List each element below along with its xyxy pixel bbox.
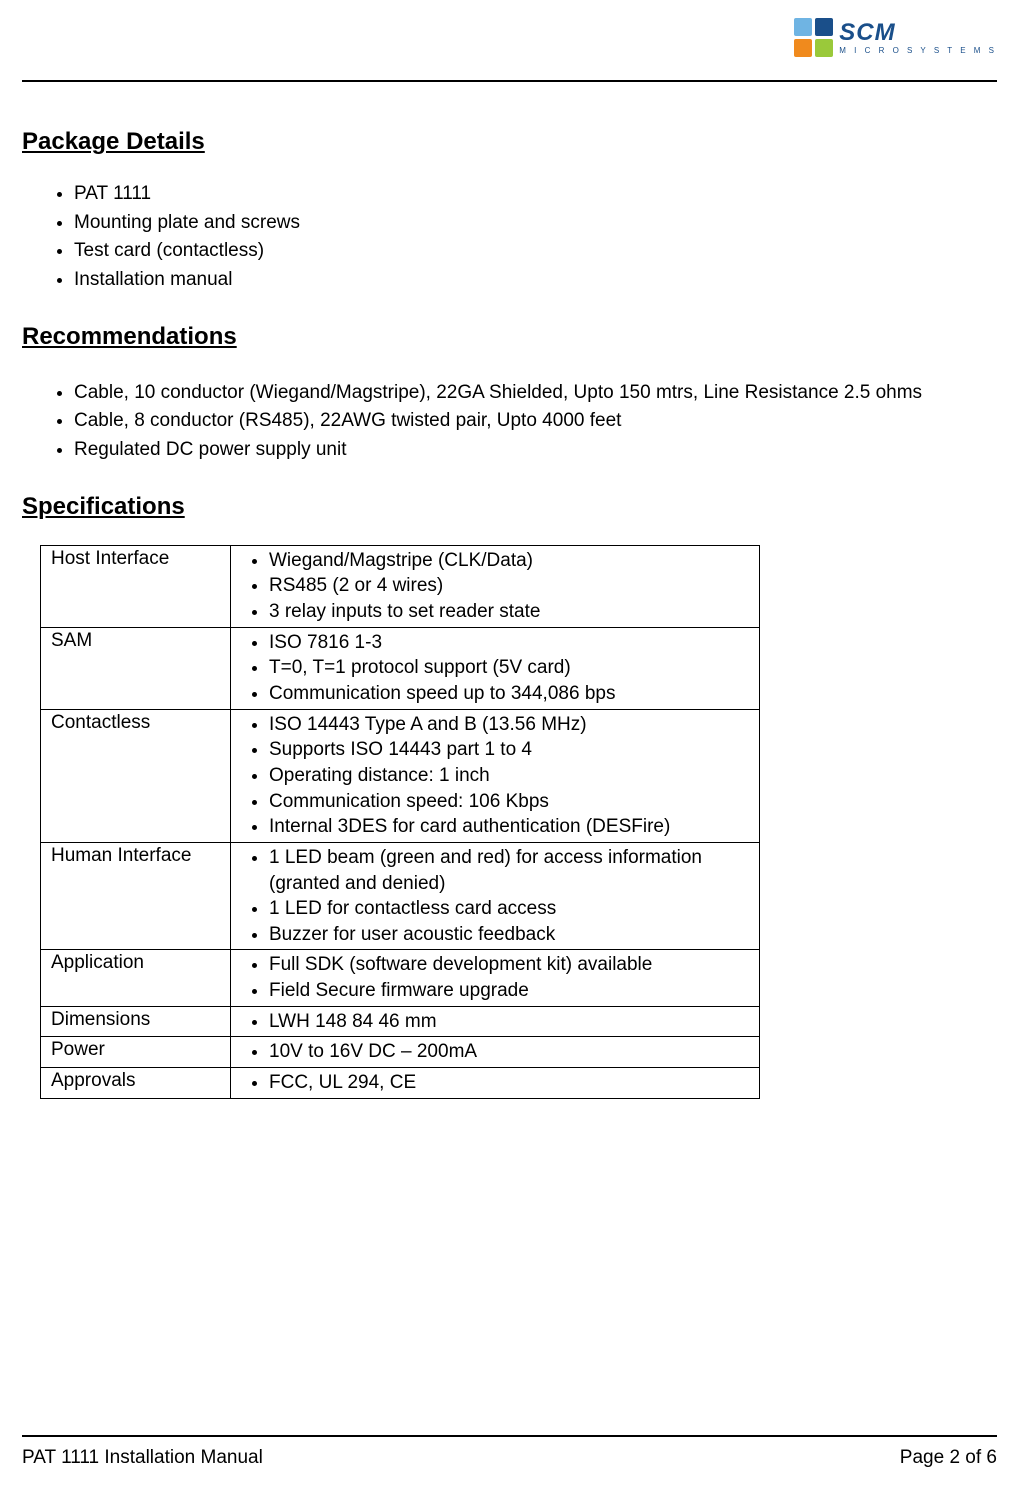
list-item: Field Secure firmware upgrade [269, 978, 751, 1004]
table-row: ContactlessISO 14443 Type A and B (13.56… [41, 709, 760, 842]
list-item: Internal 3DES for card authentication (D… [269, 814, 751, 840]
list-item: Buzzer for user acoustic feedback [269, 922, 751, 948]
specifications-table: Host InterfaceWiegand/Magstripe (CLK/Dat… [40, 545, 760, 1099]
table-row: Host InterfaceWiegand/Magstripe (CLK/Dat… [41, 545, 760, 627]
spec-label: Power [41, 1037, 231, 1068]
table-row: Power 10V to 16V DC – 200mA [41, 1037, 760, 1068]
list-item: Test card (contactless) [74, 237, 997, 266]
spec-value-list: ISO 14443 Type A and B (13.56 MHz)Suppor… [241, 712, 751, 840]
spec-value: FCC, UL 294, CE [231, 1067, 760, 1098]
list-item: Operating distance: 1 inch [269, 763, 751, 789]
spec-label: Application [41, 950, 231, 1006]
list-item: 1 LED for contactless card access [269, 896, 751, 922]
table-row: Human Interface 1 LED beam (green and red… [41, 842, 760, 950]
list-item: Full SDK (software development kit) avai… [269, 952, 751, 978]
spec-label: Contactless [41, 709, 231, 842]
table-row: SAMISO 7816 1-3T=0, T=1 protocol support… [41, 627, 760, 709]
logo-text-sub: M I C R O S Y S T E M S [839, 47, 997, 55]
spec-label: Dimensions [41, 1006, 231, 1037]
company-logo: SCM M I C R O S Y S T E M S [794, 18, 997, 57]
page-header: SCM M I C R O S Y S T E M S [22, 18, 997, 80]
recommendations-list: Cable, 10 conductor (Wiegand/Magstripe),… [22, 379, 997, 465]
list-item: LWH 148 84 46 mm [269, 1009, 751, 1035]
logo-squares-icon [794, 18, 833, 57]
spec-value-list: FCC, UL 294, CE [241, 1070, 751, 1096]
section-heading-package: Package Details [22, 128, 997, 156]
logo-text-main: SCM [839, 21, 997, 45]
spec-value: LWH 148 84 46 mm [231, 1006, 760, 1037]
list-item: ISO 14443 Type A and B (13.56 MHz) [269, 712, 751, 738]
spec-value-list: LWH 148 84 46 mm [241, 1009, 751, 1035]
list-item: FCC, UL 294, CE [269, 1070, 751, 1096]
spec-label: Host Interface [41, 545, 231, 627]
list-item: 1 LED beam (green and red) for access in… [269, 845, 751, 896]
spec-value-list: Full SDK (software development kit) avai… [241, 952, 751, 1003]
spec-label: SAM [41, 627, 231, 709]
table-row: Application Full SDK (software developmen… [41, 950, 760, 1006]
footer-divider [22, 1435, 997, 1437]
list-item: Regulated DC power supply unit [74, 436, 997, 465]
page-footer: PAT 1111 Installation Manual Page 2 of 6 [22, 1435, 997, 1469]
footer-page-number: Page 2 of 6 [900, 1447, 997, 1469]
list-item: ISO 7816 1-3 [269, 630, 751, 656]
list-item: 3 relay inputs to set reader state [269, 599, 751, 625]
table-row: Approvals FCC, UL 294, CE [41, 1067, 760, 1098]
spec-value: ISO 14443 Type A and B (13.56 MHz)Suppor… [231, 709, 760, 842]
logo-square [815, 39, 833, 57]
list-item: Cable, 10 conductor (Wiegand/Magstripe),… [74, 379, 997, 408]
footer-doc-title: PAT 1111 Installation Manual [22, 1447, 263, 1469]
list-item: Communication speed: 106 Kbps [269, 789, 751, 815]
list-item: Supports ISO 14443 part 1 to 4 [269, 737, 751, 763]
spec-label: Human Interface [41, 842, 231, 950]
spec-value-list: Wiegand/Magstripe (CLK/Data)RS485 (2 or … [241, 548, 751, 625]
spec-value: ISO 7816 1-3T=0, T=1 protocol support (5… [231, 627, 760, 709]
list-item: Communication speed up to 344,086 bps [269, 681, 751, 707]
spec-value-list: 1 LED beam (green and red) for access in… [241, 845, 751, 948]
list-item: Installation manual [74, 266, 997, 295]
logo-square [794, 39, 812, 57]
list-item: Cable, 8 conductor (RS485), 22AWG twiste… [74, 407, 997, 436]
spec-value-list: 10V to 16V DC – 200mA [241, 1039, 751, 1065]
spec-value: 10V to 16V DC – 200mA [231, 1037, 760, 1068]
table-row: Dimensions LWH 148 84 46 mm [41, 1006, 760, 1037]
list-item: Wiegand/Magstripe (CLK/Data) [269, 548, 751, 574]
logo-square [794, 18, 812, 36]
list-item: 10V to 16V DC – 200mA [269, 1039, 751, 1065]
spec-value: Wiegand/Magstripe (CLK/Data)RS485 (2 or … [231, 545, 760, 627]
package-list: PAT 1111Mounting plate and screwsTest ca… [22, 180, 997, 295]
list-item: RS485 (2 or 4 wires) [269, 573, 751, 599]
spec-value: Full SDK (software development kit) avai… [231, 950, 760, 1006]
list-item: Mounting plate and screws [74, 209, 997, 238]
spec-value-list: ISO 7816 1-3T=0, T=1 protocol support (5… [241, 630, 751, 707]
section-heading-recommendations: Recommendations [22, 323, 997, 351]
spec-value: 1 LED beam (green and red) for access in… [231, 842, 760, 950]
logo-square [815, 18, 833, 36]
list-item: PAT 1111 [74, 180, 997, 209]
spec-label: Approvals [41, 1067, 231, 1098]
list-item: T=0, T=1 protocol support (5V card) [269, 655, 751, 681]
section-heading-specifications: Specifications [22, 493, 997, 521]
